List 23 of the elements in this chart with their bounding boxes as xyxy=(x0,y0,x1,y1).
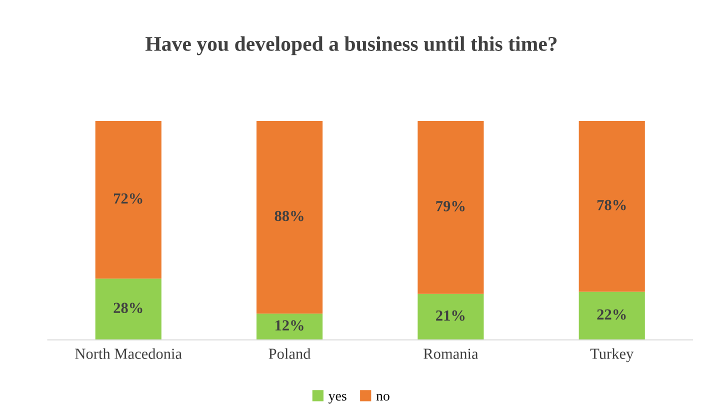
bar xyxy=(95,121,162,279)
legend-label: no xyxy=(376,394,390,401)
data-label: 72% xyxy=(114,193,142,204)
bar xyxy=(256,314,323,340)
legend-label: yes xyxy=(328,394,346,404)
data-label: 28% xyxy=(114,302,142,314)
chart-title: Have you developed a business until this time? xyxy=(146,36,557,56)
bar xyxy=(95,278,162,340)
bar xyxy=(418,121,484,294)
bar xyxy=(578,121,645,292)
x-tick-label: Romania xyxy=(424,348,478,359)
x-tick-label: North Macedonia xyxy=(75,348,182,359)
data-label: 88% xyxy=(274,210,304,222)
data-label: 78% xyxy=(597,200,626,210)
data-label: 79% xyxy=(436,201,465,212)
x-tick-label: Turkey xyxy=(590,348,634,362)
bar xyxy=(418,294,484,340)
data-label: 12% xyxy=(275,320,304,331)
x-tick-label: Poland xyxy=(268,348,311,359)
bar xyxy=(256,121,323,314)
data-label: 22% xyxy=(597,309,626,320)
bar xyxy=(578,292,645,340)
data-label: 21% xyxy=(436,310,465,321)
